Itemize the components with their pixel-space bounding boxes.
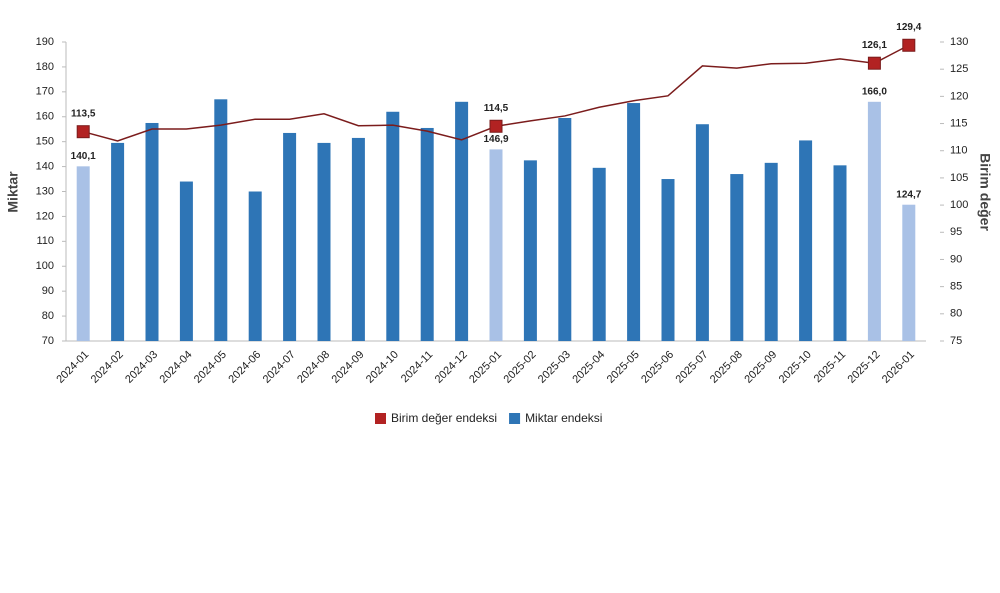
line-marker <box>867 56 881 70</box>
y2-tick-label: 95 <box>950 226 962 238</box>
y-tick-label: 80 <box>42 310 54 322</box>
line-value-label: 126,1 <box>862 40 887 51</box>
bar <box>420 127 434 342</box>
x-tick-label: 2024-05 <box>192 349 229 386</box>
line-value-label: 129,4 <box>896 22 921 33</box>
bar-value-label: 124,7 <box>896 189 921 200</box>
x-tick-label: 2025-08 <box>708 349 745 386</box>
y-tick-label: 90 <box>42 285 54 297</box>
bar <box>867 101 881 341</box>
bar <box>558 117 572 341</box>
bar <box>386 111 400 342</box>
bar <box>111 142 125 341</box>
legend-label: Birim değer endeksi <box>391 411 497 425</box>
bar-value-label: 146,9 <box>483 134 508 145</box>
x-tick-label: 2024-02 <box>89 349 126 386</box>
bar <box>317 142 331 341</box>
y2-tick-label: 115 <box>950 117 968 129</box>
y-tick-label: 150 <box>36 136 54 148</box>
bar <box>214 99 228 341</box>
bar <box>523 160 537 341</box>
bar <box>455 101 469 341</box>
x-tick-label: 2025-12 <box>846 349 883 386</box>
y-tick-label: 190 <box>36 36 54 48</box>
legend-label: Miktar endeksi <box>525 411 602 425</box>
y2-tick-label: 100 <box>950 199 968 211</box>
x-tick-label: 2024-04 <box>158 349 195 386</box>
x-tick-label: 2024-06 <box>226 349 263 386</box>
x-tick-label: 2025-07 <box>674 349 711 386</box>
x-tick-label: 2025-11 <box>812 349 848 385</box>
x-tick-label: 2025-10 <box>777 349 814 386</box>
y2-tick-label: 90 <box>950 253 962 265</box>
y2-tick-label: 85 <box>950 281 962 293</box>
legend-swatch <box>509 413 521 424</box>
x-tick-label: 2025-03 <box>536 349 573 386</box>
x-tick-label: 2024-07 <box>261 349 298 386</box>
x-tick-label: 2025-01 <box>467 349 504 386</box>
bar <box>661 179 675 341</box>
y-tick-label: 130 <box>36 185 54 197</box>
x-tick-label: 2024-08 <box>295 349 332 386</box>
y-tick-label: 160 <box>36 111 54 123</box>
line-value-label: 114,5 <box>484 103 509 114</box>
bar <box>764 162 778 341</box>
bar <box>76 166 90 341</box>
legend-swatch <box>375 413 386 424</box>
y2-tick-label: 120 <box>950 90 968 102</box>
x-tick-label: 2026-01 <box>880 349 917 386</box>
y2-axis-title: Birim değer <box>977 153 993 231</box>
y2-tick-label: 80 <box>950 308 962 320</box>
bar <box>351 137 365 341</box>
line-value-label: 113,5 <box>71 108 96 119</box>
x-tick-label: 2024-01 <box>54 349 91 386</box>
x-tick-label: 2024-12 <box>433 349 470 386</box>
x-tick-label: 2024-03 <box>123 349 160 386</box>
y-axis-title: Miktar <box>5 171 21 213</box>
bar <box>730 174 744 341</box>
x-tick-label: 2025-09 <box>742 349 779 386</box>
x-tick-label: 2025-06 <box>639 349 676 386</box>
line-marker <box>902 38 916 52</box>
y-tick-label: 180 <box>36 61 54 73</box>
bar <box>695 124 709 341</box>
bar <box>902 204 916 341</box>
x-tick-label: 2025-02 <box>502 349 539 386</box>
y2-tick-label: 110 <box>950 145 968 157</box>
line-marker <box>489 119 503 133</box>
bar <box>145 122 159 342</box>
y2-tick-label: 105 <box>950 172 968 184</box>
y-tick-label: 70 <box>42 335 54 347</box>
x-tick-label: 2024-10 <box>364 349 401 386</box>
y-tick-label: 100 <box>36 260 54 272</box>
bar <box>833 165 847 341</box>
x-tick-label: 2024-11 <box>399 349 435 385</box>
bar <box>627 103 641 341</box>
bar <box>179 181 193 341</box>
y2-tick-label: 75 <box>950 335 962 347</box>
y-tick-label: 120 <box>36 210 54 222</box>
bar <box>592 167 606 341</box>
bar <box>799 140 813 341</box>
x-tick-label: 2024-09 <box>330 349 367 386</box>
bar <box>489 149 503 341</box>
bar-value-label: 140,1 <box>71 151 96 162</box>
y-tick-label: 110 <box>36 235 54 247</box>
x-tick-label: 2025-05 <box>605 349 642 386</box>
bar-value-label: 166,0 <box>862 86 887 97</box>
y-tick-label: 170 <box>36 86 54 98</box>
bar <box>248 191 262 341</box>
line-marker <box>76 125 90 139</box>
y-tick-label: 140 <box>36 160 54 172</box>
x-tick-label: 2025-04 <box>570 349 607 386</box>
y2-tick-label: 125 <box>950 63 968 75</box>
bar <box>283 132 297 341</box>
y2-tick-label: 130 <box>950 36 968 48</box>
